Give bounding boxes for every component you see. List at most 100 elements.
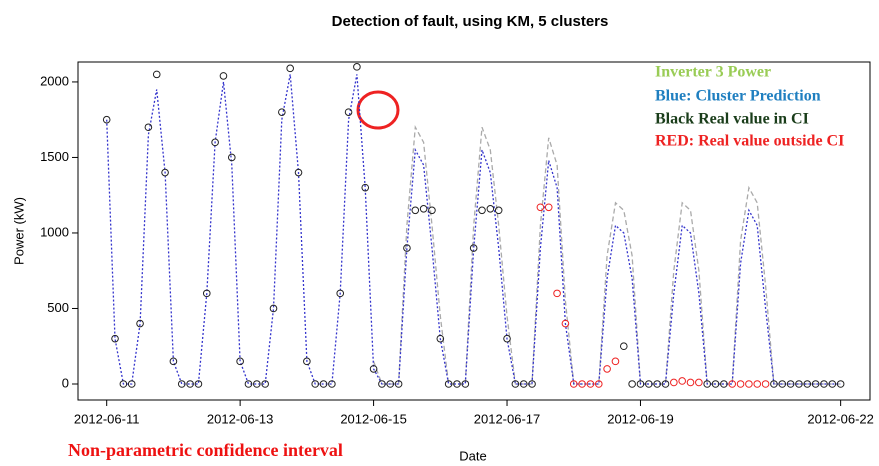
series-line bbox=[106, 74, 841, 385]
x-tick-label: 2012-06-17 bbox=[474, 411, 541, 426]
data-point bbox=[436, 334, 445, 343]
data-point bbox=[486, 204, 495, 213]
data-point bbox=[219, 72, 228, 80]
data-point bbox=[544, 203, 553, 212]
x-tick-label: 2012-06-11 bbox=[74, 411, 140, 426]
series-line bbox=[372, 125, 841, 385]
data-point bbox=[836, 380, 845, 388]
data-point bbox=[428, 206, 436, 215]
data-point bbox=[227, 153, 236, 162]
data-point bbox=[261, 380, 269, 388]
data-point bbox=[161, 168, 169, 177]
data-point bbox=[361, 183, 370, 192]
data-point bbox=[144, 123, 153, 132]
data-point bbox=[761, 380, 770, 388]
y-tick-label: 1500 bbox=[40, 149, 69, 164]
data-point bbox=[336, 289, 345, 298]
data-point bbox=[494, 206, 503, 215]
x-tick-label: 2012-06-15 bbox=[340, 411, 407, 426]
data-point bbox=[186, 380, 194, 388]
y-axis-label: Power (kW) bbox=[11, 197, 26, 265]
data-point bbox=[469, 244, 478, 252]
chart-title: Detection of fault, using KM, 5 clusters bbox=[332, 13, 609, 30]
data-point bbox=[695, 378, 703, 387]
data-point bbox=[119, 380, 128, 388]
data-point bbox=[828, 380, 837, 388]
data-point bbox=[278, 108, 286, 116]
data-point bbox=[778, 380, 787, 388]
x-tick-label: 2012-06-22 bbox=[807, 411, 874, 426]
data-point bbox=[461, 380, 470, 388]
data-point bbox=[269, 304, 278, 313]
data-point bbox=[653, 380, 661, 388]
data-point bbox=[369, 365, 378, 373]
data-point bbox=[136, 319, 144, 328]
data-point bbox=[344, 108, 353, 116]
data-point bbox=[586, 380, 595, 388]
annotation: Black Real value in CI bbox=[655, 111, 809, 128]
data-point bbox=[286, 64, 294, 73]
data-point bbox=[720, 380, 728, 388]
annotation: Blue: Cluster Prediction bbox=[655, 88, 821, 105]
data-point bbox=[503, 334, 511, 343]
data-point bbox=[253, 380, 261, 388]
data-point bbox=[194, 380, 203, 388]
data-point bbox=[111, 334, 119, 343]
data-point bbox=[403, 244, 411, 252]
data-point bbox=[770, 380, 778, 388]
data-point bbox=[152, 70, 161, 79]
data-point bbox=[803, 380, 812, 388]
data-point bbox=[603, 365, 611, 373]
data-point bbox=[561, 319, 570, 328]
plot-frame bbox=[77, 61, 871, 401]
data-point bbox=[636, 380, 645, 388]
y-tick-label: 500 bbox=[47, 300, 69, 315]
data-point bbox=[411, 206, 420, 215]
data-point bbox=[553, 289, 561, 298]
data-point bbox=[202, 289, 211, 298]
data-point bbox=[127, 380, 136, 388]
data-point bbox=[645, 380, 653, 388]
data-point bbox=[736, 380, 745, 388]
data-point bbox=[177, 380, 186, 388]
data-point bbox=[753, 380, 762, 388]
data-point bbox=[670, 378, 678, 387]
data-point bbox=[569, 380, 578, 388]
data-point bbox=[378, 380, 386, 388]
data-point bbox=[511, 380, 520, 388]
data-point bbox=[728, 380, 737, 388]
data-point bbox=[578, 380, 586, 388]
data-point bbox=[536, 203, 545, 212]
y-tick-label: 1000 bbox=[40, 224, 69, 239]
data-point bbox=[419, 204, 428, 213]
data-point bbox=[795, 380, 803, 388]
data-point bbox=[211, 138, 219, 147]
data-point bbox=[328, 380, 336, 388]
y-tick-label: 0 bbox=[62, 375, 69, 390]
data-point bbox=[628, 380, 636, 388]
data-point bbox=[611, 357, 620, 366]
y-tick-label: 2000 bbox=[40, 73, 69, 88]
data-point bbox=[678, 377, 686, 385]
data-point bbox=[619, 342, 628, 351]
data-point bbox=[236, 357, 244, 366]
x-axis-label: Date bbox=[459, 448, 486, 463]
data-point bbox=[519, 380, 528, 388]
data-point bbox=[478, 206, 486, 215]
annotation: RED: Real value outside CI bbox=[655, 133, 844, 150]
annotation: Inverter 3 Power bbox=[655, 64, 771, 81]
data-point bbox=[811, 380, 820, 388]
data-point bbox=[353, 63, 361, 71]
x-tick-label: 2012-06-19 bbox=[607, 411, 674, 426]
data-point bbox=[820, 380, 828, 388]
data-point bbox=[303, 357, 311, 366]
annotation: Non-parametric confidence interval bbox=[68, 440, 343, 460]
x-tick-label: 2012-06-13 bbox=[207, 411, 274, 426]
data-point bbox=[661, 380, 670, 388]
data-point bbox=[311, 380, 319, 388]
data-point bbox=[786, 380, 795, 388]
data-point bbox=[444, 380, 453, 388]
data-point bbox=[686, 378, 695, 387]
data-point bbox=[528, 380, 536, 388]
